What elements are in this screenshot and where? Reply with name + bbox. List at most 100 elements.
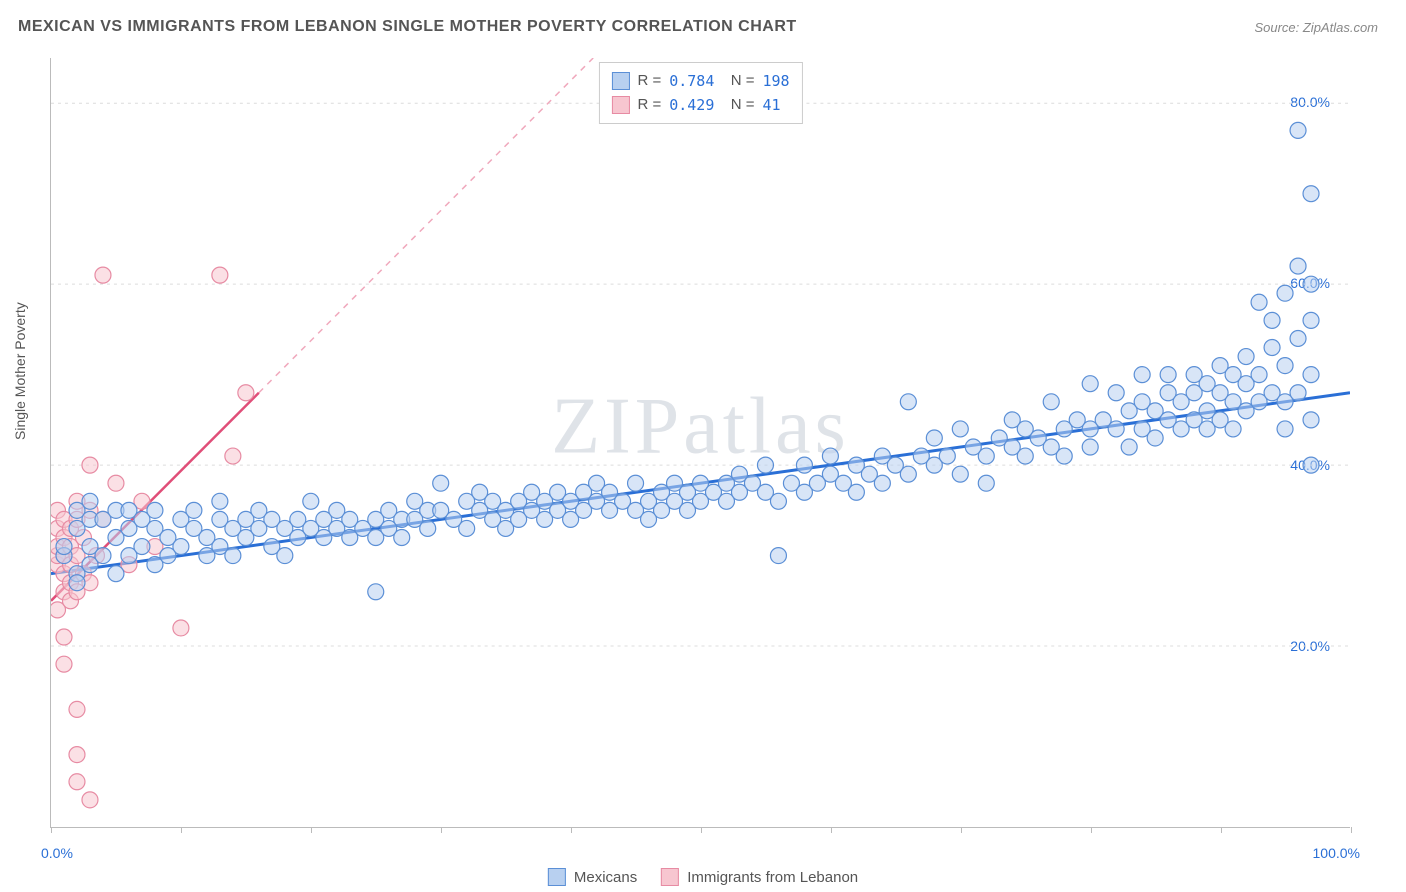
data-point	[368, 584, 384, 600]
data-point	[822, 448, 838, 464]
data-point	[433, 475, 449, 491]
data-point	[1251, 294, 1267, 310]
data-point	[420, 520, 436, 536]
data-point	[147, 502, 163, 518]
data-point	[1056, 448, 1072, 464]
data-point	[69, 701, 85, 717]
data-point	[1303, 312, 1319, 328]
data-point	[82, 457, 98, 473]
n-value-lebanon: 41	[762, 93, 780, 117]
y-axis-label: Single Mother Poverty	[12, 302, 28, 440]
legend-label-mexicans: Mexicans	[574, 869, 637, 886]
data-point	[225, 548, 241, 564]
scatter-svg	[51, 58, 1350, 827]
x-tick	[831, 827, 832, 833]
series-legend: Mexicans Immigrants from Lebanon	[548, 868, 858, 886]
data-point	[212, 267, 228, 283]
data-point	[459, 520, 475, 536]
x-tick	[701, 827, 702, 833]
swatch-pink-icon	[611, 96, 629, 114]
data-point	[1225, 421, 1241, 437]
data-point	[926, 430, 942, 446]
data-point	[212, 493, 228, 509]
data-point	[69, 575, 85, 591]
data-point	[848, 484, 864, 500]
data-point	[95, 548, 111, 564]
data-point	[173, 539, 189, 555]
x-tick	[311, 827, 312, 833]
data-point	[770, 493, 786, 509]
data-point	[757, 457, 773, 473]
data-point	[56, 629, 72, 645]
data-point	[628, 475, 644, 491]
r-value-lebanon: 0.429	[669, 93, 714, 117]
x-tick	[1351, 827, 1352, 833]
legend-item-mexicans: Mexicans	[548, 868, 637, 886]
x-tick	[181, 827, 182, 833]
data-point	[1160, 367, 1176, 383]
chart-title: MEXICAN VS IMMIGRANTS FROM LEBANON SINGL…	[18, 18, 797, 36]
data-point	[1290, 258, 1306, 274]
data-point	[1251, 367, 1267, 383]
data-point	[1290, 122, 1306, 138]
data-point	[770, 548, 786, 564]
legend-row-lebanon: R = 0.429 N = 41	[611, 93, 789, 117]
data-point	[1147, 430, 1163, 446]
data-point	[108, 566, 124, 582]
data-point	[1017, 448, 1033, 464]
data-point	[82, 493, 98, 509]
swatch-blue-icon	[611, 72, 629, 90]
data-point	[1238, 349, 1254, 365]
n-value-mexicans: 198	[762, 69, 789, 93]
data-point	[874, 475, 890, 491]
data-point	[394, 530, 410, 546]
data-point	[108, 475, 124, 491]
data-point	[82, 792, 98, 808]
x-tick	[51, 827, 52, 833]
data-point	[1277, 285, 1293, 301]
data-point	[1108, 385, 1124, 401]
swatch-pink-icon	[661, 868, 679, 886]
data-point	[1290, 385, 1306, 401]
data-point	[56, 539, 72, 555]
plot-area: ZIPatlas R = 0.784 N = 198 R = 0.429 N =…	[50, 58, 1350, 828]
data-point	[1108, 421, 1124, 437]
data-point	[173, 620, 189, 636]
data-point	[900, 466, 916, 482]
data-point	[186, 502, 202, 518]
legend-item-lebanon: Immigrants from Lebanon	[661, 868, 858, 886]
data-point	[69, 747, 85, 763]
x-tick	[571, 827, 572, 833]
data-point	[1134, 367, 1150, 383]
data-point	[978, 475, 994, 491]
swatch-blue-icon	[548, 868, 566, 886]
legend-label-lebanon: Immigrants from Lebanon	[687, 869, 858, 886]
data-point	[1043, 394, 1059, 410]
r-value-mexicans: 0.784	[669, 69, 714, 93]
data-point	[1277, 421, 1293, 437]
data-point	[900, 394, 916, 410]
data-point	[95, 267, 111, 283]
data-point	[1290, 330, 1306, 346]
data-point	[238, 385, 254, 401]
x-tick	[1091, 827, 1092, 833]
data-point	[1264, 312, 1280, 328]
data-point	[69, 774, 85, 790]
data-point	[134, 539, 150, 555]
data-point	[1303, 367, 1319, 383]
legend-row-mexicans: R = 0.784 N = 198	[611, 69, 789, 93]
data-point	[1303, 457, 1319, 473]
data-point	[1121, 439, 1137, 455]
data-point	[978, 448, 994, 464]
data-point	[277, 548, 293, 564]
data-point	[1082, 439, 1098, 455]
x-axis-max-label: 100.0%	[1313, 845, 1360, 861]
data-point	[1303, 412, 1319, 428]
data-point	[939, 448, 955, 464]
data-point	[1082, 376, 1098, 392]
data-point	[303, 493, 319, 509]
data-point	[1303, 276, 1319, 292]
data-point	[1277, 358, 1293, 374]
data-point	[1303, 186, 1319, 202]
data-point	[952, 421, 968, 437]
